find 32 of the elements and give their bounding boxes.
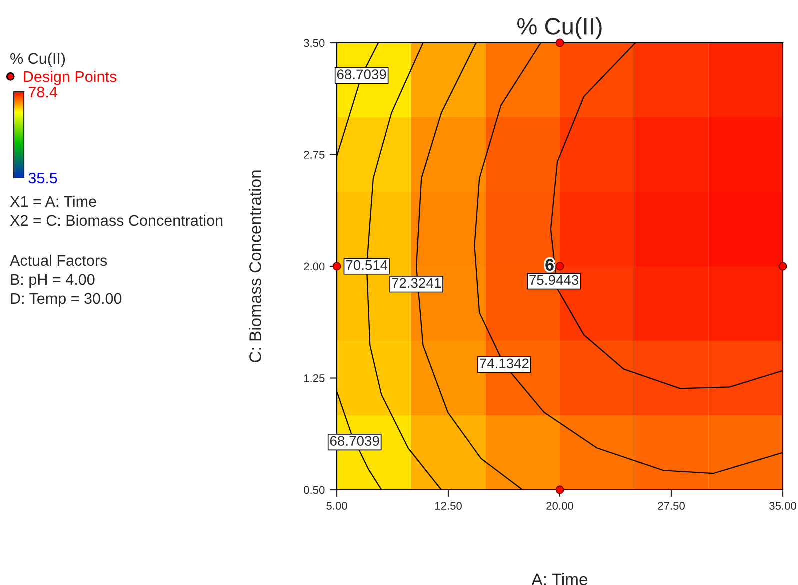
y-tick-label: 2.00 xyxy=(304,262,325,271)
text: Actual Factors xyxy=(10,254,108,266)
chart-title: % Cu(II) xyxy=(518,18,602,40)
y-tick-label: 0.50 xyxy=(304,486,325,494)
y-tick-label: 3.50 xyxy=(304,39,325,48)
x-tick-label: 5.00 xyxy=(326,502,348,510)
x-tick-label: 12.50 xyxy=(435,502,462,510)
y-axis-title: C: Biomass Concentration xyxy=(249,170,262,362)
annotation: 68.7039 xyxy=(337,70,386,80)
annotation: 70.514 xyxy=(346,260,388,270)
annotation: 68.7039 xyxy=(330,436,380,446)
point xyxy=(332,262,342,271)
x-tick-label: 35.00 xyxy=(770,502,796,510)
annotation: 75.9443 xyxy=(530,275,579,286)
point xyxy=(778,262,788,271)
annotation: 72.3241 xyxy=(392,278,441,288)
text: D: Temp = 30.00 xyxy=(11,293,122,308)
point xyxy=(556,486,564,494)
x-tick-label: 27.50 xyxy=(658,502,685,510)
point xyxy=(556,262,564,271)
color-bar-title: % Cu(II) xyxy=(10,52,66,68)
x-tick-label: 20.00 xyxy=(546,502,574,510)
y-tick-label: 2.75 xyxy=(304,151,325,159)
text: X1 = A: Time xyxy=(10,196,96,208)
text: X2 = C: Biomass Concentration xyxy=(10,214,223,226)
y-tick-label: 1.25 xyxy=(304,374,325,382)
color-bar-label: 35.5 xyxy=(28,172,58,184)
color-bar-label: 78.4 xyxy=(28,86,58,98)
annotation: 74.1342 xyxy=(480,358,529,369)
annotation: 6 xyxy=(546,259,554,271)
legend-label: Design Points xyxy=(24,71,117,86)
text: B: pH = 4.00 xyxy=(11,274,95,288)
